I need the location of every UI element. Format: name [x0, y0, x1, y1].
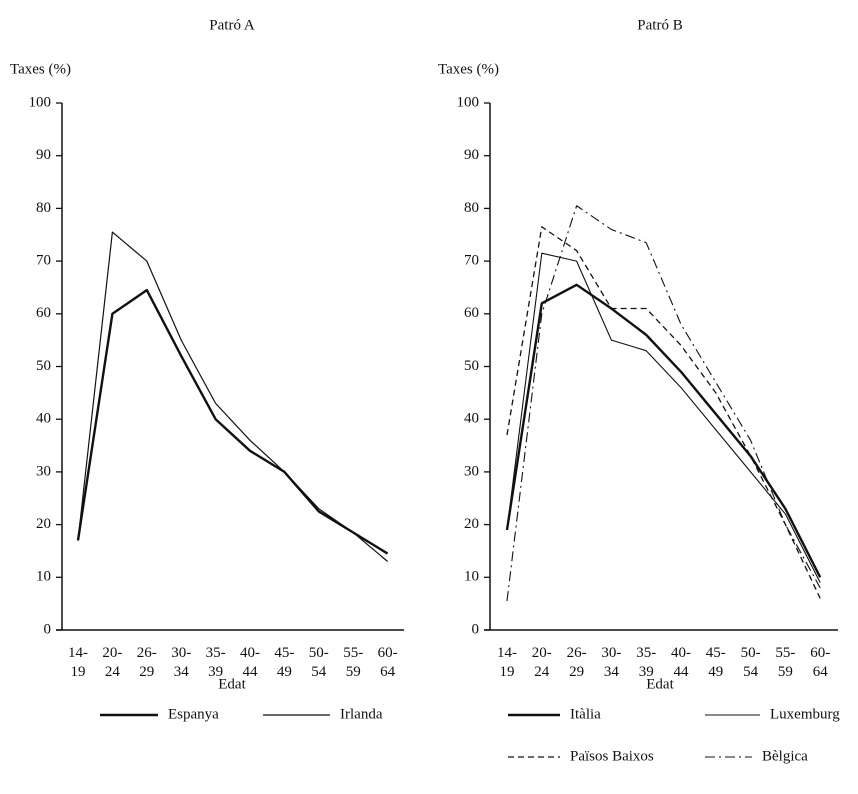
x-tick-label: 20-24	[102, 645, 122, 680]
x-tick-label: 40-44	[240, 645, 260, 680]
y-tick-label: 10	[36, 569, 51, 585]
y-tick-label: 90	[464, 147, 479, 163]
y-tick-label: 100	[29, 94, 52, 110]
x-tick-label: 26-29	[567, 645, 587, 680]
y-tick-label: 80	[36, 200, 51, 216]
x-tick-label: 30-34	[601, 645, 621, 680]
legend-label: Luxemburg	[770, 706, 840, 722]
y-axis-label: Taxes (%)	[438, 61, 499, 77]
y-tick-label: 30	[464, 463, 479, 479]
chart-title: Patró A	[209, 17, 255, 33]
chart-title: Patró B	[637, 17, 682, 33]
y-tick-label: 10	[464, 569, 479, 585]
y-tick-label: 60	[464, 305, 479, 321]
x-axis-label: Edat	[646, 676, 674, 692]
y-tick-label: 90	[36, 147, 51, 163]
data-line	[506, 205, 821, 602]
legend-label: Països Baixos	[570, 748, 654, 764]
x-tick-label: 60-64	[810, 645, 830, 680]
data-line	[506, 252, 821, 583]
x-tick-label: 20-24	[532, 645, 552, 680]
x-axis-label: Edat	[218, 676, 246, 692]
y-tick-label: 50	[464, 358, 479, 374]
x-tick-label: 30-34	[171, 645, 191, 680]
data-line	[505, 283, 822, 578]
y-tick-label: 100	[457, 94, 480, 110]
x-tick-label: 26-29	[137, 645, 157, 680]
x-tick-label: 35-39	[636, 645, 656, 680]
x-tick-label: 14-19	[68, 645, 88, 680]
x-tick-label: 55-59	[343, 645, 363, 680]
legend-label: Irlanda	[340, 706, 383, 722]
y-tick-label: 80	[464, 200, 479, 216]
y-tick-label: 40	[36, 411, 51, 427]
y-tick-label: 70	[464, 253, 479, 269]
x-tick-label: 60-64	[378, 645, 398, 680]
y-tick-label: 50	[36, 358, 51, 374]
legend-label: Bèlgica	[762, 748, 808, 764]
y-tick-label: 0	[472, 621, 480, 637]
data-line	[77, 231, 388, 562]
y-tick-label: 40	[464, 411, 479, 427]
x-tick-label: 50-54	[309, 645, 329, 680]
data-line	[76, 288, 389, 555]
data-line	[506, 226, 821, 599]
legend-label: Itàlia	[570, 706, 601, 722]
x-tick-label: 50-54	[741, 645, 761, 680]
y-tick-label: 60	[36, 305, 51, 321]
y-tick-label: 70	[36, 253, 51, 269]
x-tick-label: 35-39	[206, 645, 226, 680]
y-axis-label: Taxes (%)	[10, 61, 71, 77]
x-tick-label: 45-49	[706, 645, 726, 680]
x-tick-label: 14-19	[497, 645, 517, 680]
y-tick-label: 20	[464, 516, 479, 532]
x-tick-label: 45-49	[274, 645, 294, 680]
x-tick-label: 40-44	[671, 645, 691, 680]
y-tick-label: 20	[36, 516, 51, 532]
y-tick-label: 30	[36, 463, 51, 479]
legend-label: Espanya	[168, 706, 219, 722]
y-tick-label: 0	[44, 621, 52, 637]
x-tick-label: 55-59	[775, 645, 795, 680]
